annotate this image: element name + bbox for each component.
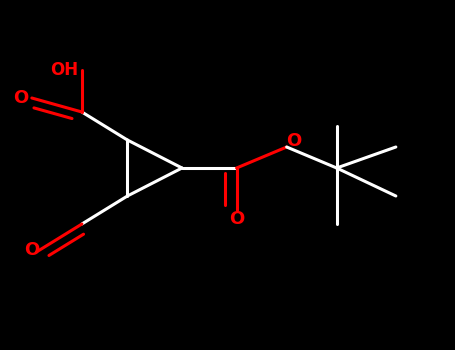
Text: O: O bbox=[229, 210, 244, 228]
Text: OH: OH bbox=[50, 61, 78, 79]
Text: O: O bbox=[13, 89, 28, 107]
Text: O: O bbox=[286, 132, 301, 150]
Text: O: O bbox=[24, 241, 40, 259]
